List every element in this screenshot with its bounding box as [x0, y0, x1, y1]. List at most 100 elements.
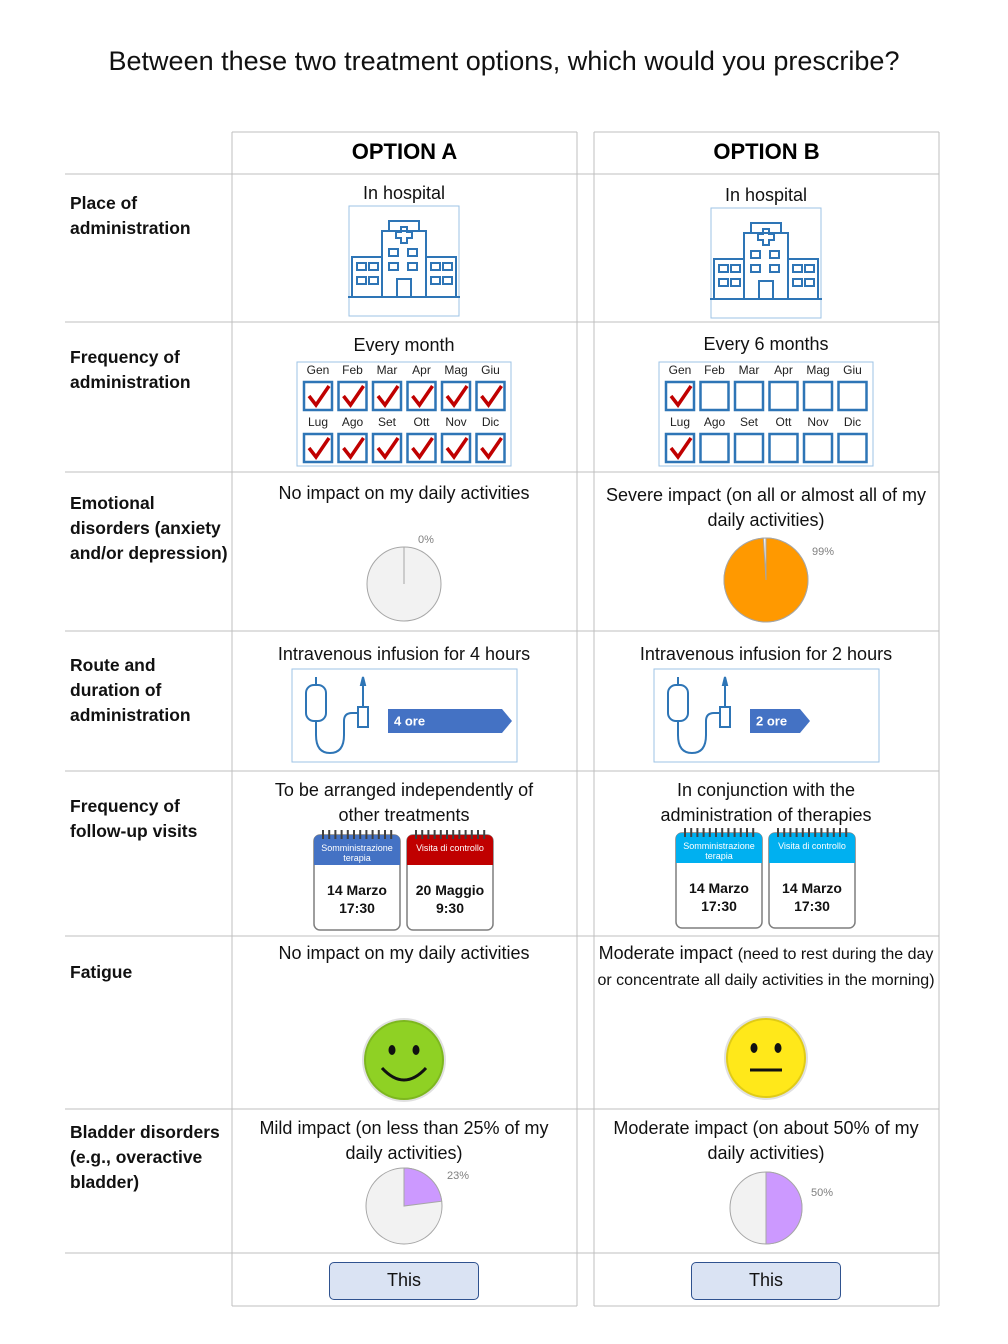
checkmark — [480, 437, 503, 460]
month-box — [337, 432, 368, 464]
cell-main-text: Every month — [353, 335, 455, 355]
window — [769, 264, 780, 273]
visit-title: Somministrazione terapia — [321, 843, 393, 863]
window — [407, 262, 418, 271]
visit-header — [769, 833, 855, 863]
month-label: Set — [378, 415, 397, 429]
visit-header — [676, 833, 762, 863]
checkmark — [411, 385, 434, 408]
cell-main-text: In hospital — [724, 185, 808, 205]
cell-text: In hospital — [606, 183, 926, 208]
checkmark — [411, 437, 434, 460]
checkmark — [445, 437, 469, 460]
visit-time: 17:30 — [794, 898, 830, 914]
month-label: Feb — [704, 363, 725, 377]
cell-text: No impact on my daily activities — [244, 941, 564, 966]
cell-text: Intravenous infusion for 2 hours — [606, 642, 926, 667]
window — [430, 276, 441, 285]
duration-label: 4 ore — [394, 713, 425, 728]
cell-main-text: No impact on my daily activities — [278, 943, 530, 963]
month-box — [699, 380, 730, 412]
month-label: Mar — [377, 363, 398, 377]
cell-text: Mild impact (on less than 25% of my dail… — [239, 1116, 569, 1166]
window — [430, 262, 441, 271]
cell-text: Severe impact (on all or almost all of m… — [596, 483, 936, 533]
visit-time: 9:30 — [435, 900, 465, 916]
month-label: Ago — [704, 415, 726, 429]
visit-title: Somministrazione terapia — [683, 841, 755, 861]
duration-label: 2 ore — [756, 713, 787, 728]
choice-button[interactable]: This — [691, 1262, 841, 1300]
month-box — [802, 380, 834, 412]
window — [792, 264, 803, 273]
hospital-icon — [710, 207, 822, 319]
month-box — [733, 380, 765, 412]
pie-value-label: 50% — [811, 1187, 833, 1199]
cell-main-text: Intravenous infusion for 4 hours — [277, 644, 531, 664]
duration-arrow — [388, 709, 512, 733]
visit-header — [314, 835, 400, 865]
checkmark — [669, 437, 693, 460]
visit-date: 14 Marzo — [782, 880, 842, 896]
month-label: Dic — [482, 415, 499, 429]
iv-tube — [315, 712, 358, 755]
checkmark — [342, 437, 365, 460]
month-box — [699, 432, 730, 464]
checkmark — [669, 385, 693, 408]
cell-main-text: Every 6 months — [703, 334, 829, 354]
month-label: Mar — [739, 363, 760, 377]
needle — [359, 676, 367, 686]
cell-main-text: In conjunction with the administration o… — [660, 780, 872, 825]
row-label: Frequency of follow-up visits — [70, 796, 198, 841]
row-label: Place of administration — [70, 193, 191, 238]
visit-date: 14 Marzo — [327, 882, 387, 898]
visit-date: 20 Maggio — [415, 882, 485, 898]
window — [730, 278, 741, 287]
visit-title: Visita di controllo — [416, 843, 484, 853]
checkmark — [307, 437, 331, 460]
window — [792, 278, 803, 287]
cell-main-text: Moderate impact (on about 50% of my dail… — [613, 1118, 919, 1163]
month-label: Nov — [807, 415, 828, 429]
cell-main-text: Severe impact (on all or almost all of m… — [605, 485, 927, 530]
window — [730, 264, 741, 273]
cell-detail-text: (need to rest during the day or concentr… — [597, 946, 935, 989]
cell-text: Moderate impact (need to rest during the… — [596, 941, 936, 993]
window — [407, 248, 418, 257]
month-label: Ago — [342, 415, 364, 429]
option-header: OPTION A — [351, 139, 458, 164]
row-label: Bladder disorders (e.g., overactive blad… — [70, 1122, 220, 1192]
cell-text: Intravenous infusion for 4 hours — [244, 642, 564, 667]
checkmark — [307, 385, 331, 408]
month-label: Apr — [412, 363, 431, 377]
cell-text: No impact on my daily activities — [244, 481, 564, 506]
pie-slice — [403, 1167, 443, 1207]
window — [804, 264, 815, 273]
face-eye — [750, 1043, 758, 1053]
option-header: OPTION B — [713, 139, 820, 164]
month-label: Gen — [307, 363, 330, 377]
month-label: Giu — [843, 363, 862, 377]
window — [356, 262, 367, 271]
month-box — [768, 380, 799, 412]
face-mouth — [380, 1066, 428, 1082]
month-label: Lug — [308, 415, 328, 429]
pie-slice — [765, 1171, 803, 1245]
icon-frame — [348, 205, 460, 317]
cell-text: In conjunction with the administration o… — [641, 778, 891, 828]
month-calendar: Gen Feb Mar Apr Mag Giu Lug Ago Set Ott Nov Dic — [658, 361, 874, 467]
month-label: Apr — [774, 363, 793, 377]
iv-tube — [677, 712, 720, 755]
month-label: Ott — [775, 415, 792, 429]
checkmark — [445, 385, 469, 408]
window — [718, 264, 729, 273]
window — [442, 262, 453, 271]
cell-text: Moderate impact (on about 50% of my dail… — [596, 1116, 936, 1166]
cross — [757, 228, 775, 246]
month-label: Giu — [481, 363, 500, 377]
face-eye — [774, 1043, 782, 1053]
choice-button[interactable]: This — [329, 1262, 479, 1300]
door — [396, 278, 412, 298]
